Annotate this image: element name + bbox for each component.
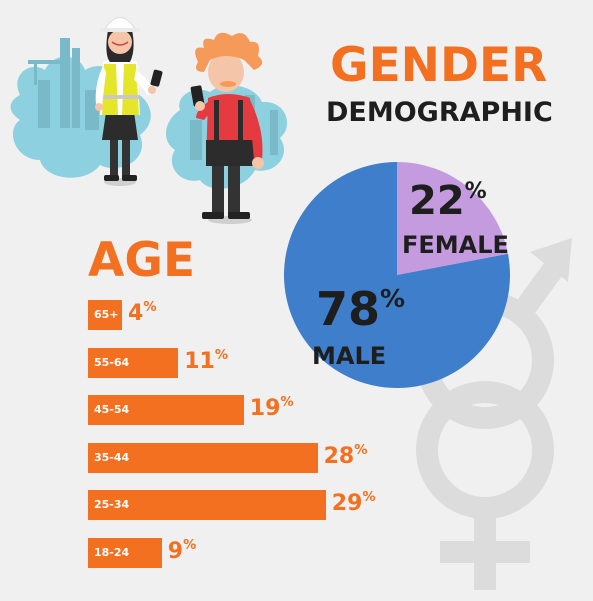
pie-label-female-percent: 22%	[409, 178, 487, 224]
woman-worker-figure	[95, 17, 163, 186]
age-bar-category-label: 35-44	[94, 450, 130, 464]
age-bar-25-34: 25-34	[88, 490, 326, 521]
age-title: AGE	[88, 233, 196, 288]
old-man-figure	[190, 32, 264, 224]
pie-slice-male	[284, 162, 510, 388]
age-bar-value-label: 4%	[128, 300, 157, 326]
male-percent-sign: %	[380, 284, 406, 313]
age-bar-category-label: 45-54	[94, 403, 130, 417]
gender-title: GENDER	[330, 38, 548, 93]
age-bar-18-24: 18-24	[88, 538, 162, 568]
age-bar-value-label: 11%	[184, 347, 229, 374]
age-bar-category-label: 65+	[94, 308, 119, 321]
age-bar-category-label: 55-64	[94, 355, 130, 369]
male-percent-number: 78	[316, 282, 381, 336]
female-percent-sign: %	[464, 179, 487, 204]
pie-slice-female	[397, 162, 508, 275]
age-bar-value-label: 28%	[323, 442, 368, 469]
female-percent-number: 22	[409, 178, 465, 224]
age-bar-45-54: 45-54	[88, 395, 244, 426]
demographic-subtitle: DEMOGRAPHIC	[326, 97, 553, 128]
age-bar-value-label: 9%	[167, 538, 197, 564]
pie-label-female: FEMALE	[402, 231, 509, 259]
illustration-people-with-phones	[10, 17, 288, 224]
age-bar-value-label: 29%	[331, 490, 376, 517]
age-bar-category-label: 18-24	[94, 546, 130, 559]
age-bar-55-64: 55-64	[88, 347, 179, 378]
age-bar-65plus: 65+	[88, 300, 122, 330]
age-bar-35-44: 35-44	[88, 442, 318, 473]
pie-label-male: MALE	[312, 342, 387, 370]
age-bar-value-label: 19%	[249, 395, 294, 422]
gender-pie-chart	[284, 162, 510, 388]
age-bar-category-label: 25-34	[94, 498, 130, 512]
pie-label-male-percent: 78%	[316, 286, 405, 332]
